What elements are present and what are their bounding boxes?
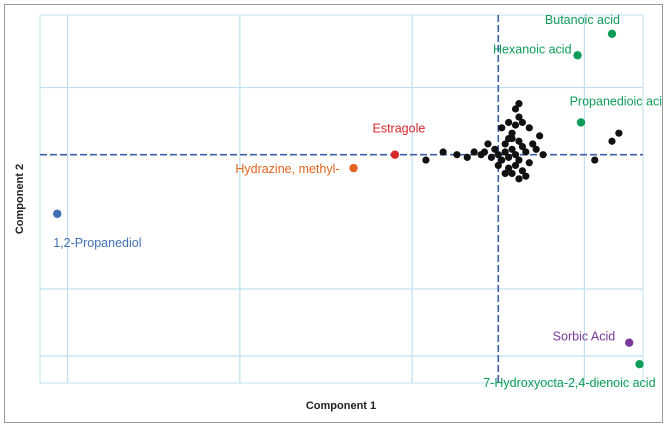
point-hexanoic-acid bbox=[573, 51, 582, 60]
cluster-point bbox=[494, 151, 502, 159]
point-sorbic-acid bbox=[625, 338, 634, 347]
cluster-point bbox=[515, 100, 523, 108]
cluster-point bbox=[536, 132, 544, 140]
cluster-point bbox=[522, 172, 530, 180]
cluster-point bbox=[515, 137, 523, 145]
cluster-point bbox=[518, 167, 527, 175]
cluster-point bbox=[491, 145, 499, 153]
cluster-point bbox=[477, 151, 485, 159]
cluster-point bbox=[422, 156, 430, 164]
cluster-point bbox=[453, 151, 461, 159]
cluster-point bbox=[525, 159, 533, 167]
label-butanoic-acid: Butanoic acid bbox=[545, 13, 620, 27]
cluster-point bbox=[525, 124, 533, 132]
cluster-point bbox=[505, 153, 513, 161]
cluster-point bbox=[608, 137, 616, 145]
cluster-point bbox=[463, 153, 471, 161]
cluster-point bbox=[501, 169, 509, 178]
label-sorbic-acid: Sorbic Acid bbox=[553, 330, 616, 344]
cluster-point bbox=[484, 140, 492, 148]
cluster-point bbox=[508, 169, 516, 178]
labeled-points: Butanoic acid Hexanoic acid Propanedioic a… bbox=[53, 13, 662, 390]
cluster-point bbox=[615, 129, 623, 137]
scatter-plot: Butanoic acid Hexanoic acid Propanedioic a… bbox=[14, 13, 662, 412]
cluster-point bbox=[487, 153, 495, 161]
y-axis-title: Component 2 bbox=[14, 164, 26, 234]
cluster-point bbox=[501, 148, 509, 156]
cluster-point bbox=[501, 140, 509, 148]
cluster-point bbox=[508, 129, 516, 137]
point-1-2-propanediol bbox=[53, 209, 62, 218]
label-hydrazine-methyl: Hydrazine, methyl- bbox=[235, 162, 339, 176]
cluster-point bbox=[518, 143, 527, 151]
point-propanedioic-acid bbox=[576, 118, 586, 127]
cluster-point bbox=[505, 118, 513, 127]
cluster-point bbox=[515, 113, 523, 121]
cluster-point bbox=[511, 151, 520, 159]
cluster-point bbox=[515, 156, 523, 164]
cluster-point bbox=[508, 134, 516, 143]
cluster-point bbox=[511, 161, 520, 170]
label-propanedioic-acid: Propanedioic acid bbox=[570, 94, 662, 108]
gridlines bbox=[40, 15, 643, 383]
point-hydrazine-methyl bbox=[349, 163, 358, 173]
cluster-point bbox=[591, 156, 599, 164]
cluster-point bbox=[494, 161, 502, 170]
cluster-point bbox=[470, 148, 478, 156]
x-axis-title: Component 1 bbox=[306, 400, 376, 412]
cluster-point bbox=[518, 118, 527, 127]
cluster-points bbox=[422, 100, 623, 183]
cluster-point bbox=[498, 156, 506, 164]
cluster-point bbox=[498, 124, 506, 132]
cluster-point bbox=[539, 151, 547, 159]
label-7-hydroxyocta-2-4-dienoic-acid: 7-Hydroxyocta-2,4-dienoic acid bbox=[483, 376, 655, 390]
chart-frame: Butanoic acid Hexanoic acid Propanedioic a… bbox=[4, 4, 663, 423]
cluster-point bbox=[511, 121, 520, 129]
cluster-point bbox=[505, 164, 513, 172]
cluster-point bbox=[532, 145, 540, 153]
cluster-point bbox=[439, 148, 447, 156]
reference-lines bbox=[40, 15, 643, 383]
cluster-point bbox=[508, 145, 516, 153]
label-1-2-propanediol: 1,2-Propanediol bbox=[53, 236, 141, 250]
point-butanoic-acid bbox=[607, 29, 617, 39]
cluster-point bbox=[515, 175, 523, 183]
point-estragole bbox=[390, 150, 400, 159]
label-hexanoic-acid: Hexanoic acid bbox=[493, 42, 572, 56]
plot-area-border bbox=[39, 14, 644, 384]
cluster-point bbox=[522, 148, 530, 156]
cluster-point bbox=[511, 105, 520, 113]
cluster-point bbox=[529, 140, 537, 148]
point-7-hydroxyocta-2-4-dienoic-acid bbox=[635, 359, 644, 369]
label-estragole: Estragole bbox=[373, 122, 426, 136]
